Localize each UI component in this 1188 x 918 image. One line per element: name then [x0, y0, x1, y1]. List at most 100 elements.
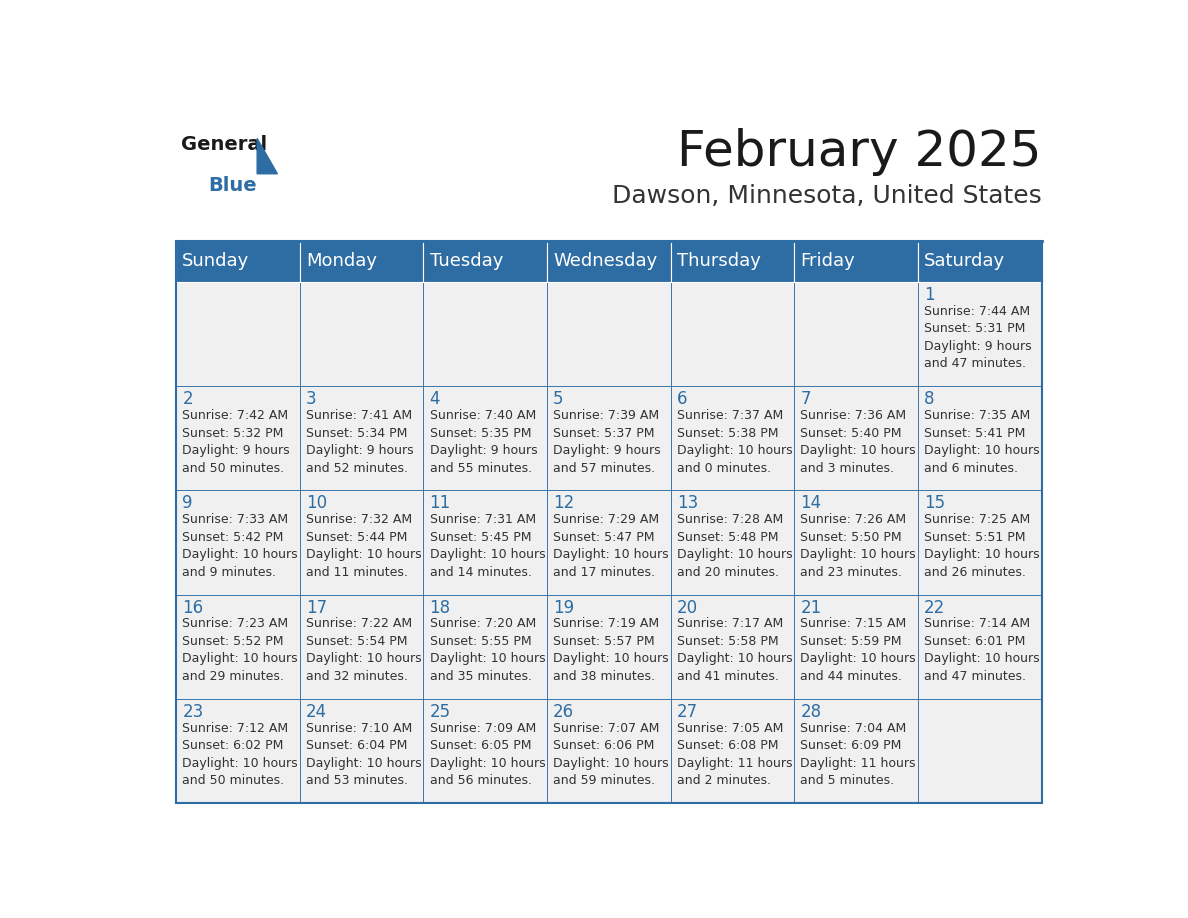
Bar [546, 595, 671, 699]
Bar [918, 490, 1042, 595]
Polygon shape [257, 139, 278, 174]
Bar [918, 282, 1042, 386]
Text: 9: 9 [182, 495, 192, 512]
Bar [671, 386, 795, 490]
Text: Sunrise: 7:20 AM
Sunset: 5:55 PM
Daylight: 10 hours
and 35 minutes.: Sunrise: 7:20 AM Sunset: 5:55 PM Dayligh… [430, 618, 545, 683]
Bar [546, 699, 671, 803]
Bar [795, 699, 918, 803]
Text: Sunrise: 7:32 AM
Sunset: 5:44 PM
Daylight: 10 hours
and 11 minutes.: Sunrise: 7:32 AM Sunset: 5:44 PM Dayligh… [307, 513, 422, 578]
Text: Sunrise: 7:28 AM
Sunset: 5:48 PM
Daylight: 10 hours
and 20 minutes.: Sunrise: 7:28 AM Sunset: 5:48 PM Dayligh… [677, 513, 792, 578]
Text: Wednesday: Wednesday [554, 252, 657, 271]
Bar [795, 241, 918, 282]
Text: 11: 11 [430, 495, 450, 512]
Bar [299, 699, 423, 803]
Text: 16: 16 [182, 599, 203, 617]
Text: Friday: Friday [801, 252, 855, 271]
Text: Sunrise: 7:12 AM
Sunset: 6:02 PM
Daylight: 10 hours
and 50 minutes.: Sunrise: 7:12 AM Sunset: 6:02 PM Dayligh… [182, 722, 298, 787]
Text: Sunrise: 7:05 AM
Sunset: 6:08 PM
Daylight: 11 hours
and 2 minutes.: Sunrise: 7:05 AM Sunset: 6:08 PM Dayligh… [677, 722, 792, 787]
Text: 14: 14 [801, 495, 822, 512]
Bar [918, 241, 1042, 282]
Bar [176, 699, 299, 803]
Text: Sunrise: 7:22 AM
Sunset: 5:54 PM
Daylight: 10 hours
and 32 minutes.: Sunrise: 7:22 AM Sunset: 5:54 PM Dayligh… [307, 618, 422, 683]
Text: Sunrise: 7:41 AM
Sunset: 5:34 PM
Daylight: 9 hours
and 52 minutes.: Sunrise: 7:41 AM Sunset: 5:34 PM Dayligh… [307, 409, 413, 475]
Text: Sunrise: 7:31 AM
Sunset: 5:45 PM
Daylight: 10 hours
and 14 minutes.: Sunrise: 7:31 AM Sunset: 5:45 PM Dayligh… [430, 513, 545, 578]
Bar [918, 595, 1042, 699]
Text: 18: 18 [430, 599, 450, 617]
Text: 22: 22 [924, 599, 946, 617]
Text: Monday: Monday [307, 252, 377, 271]
Text: 13: 13 [677, 495, 699, 512]
Text: 24: 24 [307, 703, 327, 721]
Text: 26: 26 [554, 703, 574, 721]
Text: 21: 21 [801, 599, 822, 617]
Bar [918, 699, 1042, 803]
Text: 2: 2 [182, 390, 192, 409]
Text: Sunrise: 7:36 AM
Sunset: 5:40 PM
Daylight: 10 hours
and 3 minutes.: Sunrise: 7:36 AM Sunset: 5:40 PM Dayligh… [801, 409, 916, 475]
Text: Sunrise: 7:42 AM
Sunset: 5:32 PM
Daylight: 9 hours
and 50 minutes.: Sunrise: 7:42 AM Sunset: 5:32 PM Dayligh… [182, 409, 290, 475]
Bar [176, 241, 1042, 803]
Text: Sunrise: 7:10 AM
Sunset: 6:04 PM
Daylight: 10 hours
and 53 minutes.: Sunrise: 7:10 AM Sunset: 6:04 PM Dayligh… [307, 722, 422, 787]
Bar [671, 490, 795, 595]
Text: Sunrise: 7:14 AM
Sunset: 6:01 PM
Daylight: 10 hours
and 47 minutes.: Sunrise: 7:14 AM Sunset: 6:01 PM Dayligh… [924, 618, 1040, 683]
Bar [299, 595, 423, 699]
Text: Sunrise: 7:19 AM
Sunset: 5:57 PM
Daylight: 10 hours
and 38 minutes.: Sunrise: 7:19 AM Sunset: 5:57 PM Dayligh… [554, 618, 669, 683]
Text: Sunrise: 7:17 AM
Sunset: 5:58 PM
Daylight: 10 hours
and 41 minutes.: Sunrise: 7:17 AM Sunset: 5:58 PM Dayligh… [677, 618, 792, 683]
Bar [671, 241, 795, 282]
Bar [423, 595, 546, 699]
Text: Sunrise: 7:04 AM
Sunset: 6:09 PM
Daylight: 11 hours
and 5 minutes.: Sunrise: 7:04 AM Sunset: 6:09 PM Dayligh… [801, 722, 916, 787]
Bar [423, 699, 546, 803]
Bar [546, 282, 671, 386]
Text: Sunday: Sunday [182, 252, 249, 271]
Text: Tuesday: Tuesday [430, 252, 503, 271]
Bar [795, 595, 918, 699]
Text: 25: 25 [430, 703, 450, 721]
Text: Sunrise: 7:40 AM
Sunset: 5:35 PM
Daylight: 9 hours
and 55 minutes.: Sunrise: 7:40 AM Sunset: 5:35 PM Dayligh… [430, 409, 537, 475]
Text: 20: 20 [677, 599, 699, 617]
Text: 28: 28 [801, 703, 822, 721]
Bar [423, 241, 546, 282]
Text: Sunrise: 7:15 AM
Sunset: 5:59 PM
Daylight: 10 hours
and 44 minutes.: Sunrise: 7:15 AM Sunset: 5:59 PM Dayligh… [801, 618, 916, 683]
Text: 23: 23 [182, 703, 203, 721]
Bar [546, 386, 671, 490]
Bar [546, 490, 671, 595]
Bar [795, 282, 918, 386]
Text: Dawson, Minnesota, United States: Dawson, Minnesota, United States [612, 185, 1042, 208]
Text: Sunrise: 7:26 AM
Sunset: 5:50 PM
Daylight: 10 hours
and 23 minutes.: Sunrise: 7:26 AM Sunset: 5:50 PM Dayligh… [801, 513, 916, 578]
Bar [299, 386, 423, 490]
Bar [423, 490, 546, 595]
Text: Sunrise: 7:23 AM
Sunset: 5:52 PM
Daylight: 10 hours
and 29 minutes.: Sunrise: 7:23 AM Sunset: 5:52 PM Dayligh… [182, 618, 298, 683]
Text: Sunrise: 7:33 AM
Sunset: 5:42 PM
Daylight: 10 hours
and 9 minutes.: Sunrise: 7:33 AM Sunset: 5:42 PM Dayligh… [182, 513, 298, 578]
Text: February 2025: February 2025 [677, 128, 1042, 176]
Bar [176, 595, 299, 699]
Text: Sunrise: 7:07 AM
Sunset: 6:06 PM
Daylight: 10 hours
and 59 minutes.: Sunrise: 7:07 AM Sunset: 6:06 PM Dayligh… [554, 722, 669, 787]
Text: Saturday: Saturday [924, 252, 1005, 271]
Text: 3: 3 [307, 390, 316, 409]
Text: Blue: Blue [208, 176, 257, 195]
Text: Sunrise: 7:29 AM
Sunset: 5:47 PM
Daylight: 10 hours
and 17 minutes.: Sunrise: 7:29 AM Sunset: 5:47 PM Dayligh… [554, 513, 669, 578]
Bar [176, 282, 299, 386]
Text: 4: 4 [430, 390, 440, 409]
Text: Sunrise: 7:37 AM
Sunset: 5:38 PM
Daylight: 10 hours
and 0 minutes.: Sunrise: 7:37 AM Sunset: 5:38 PM Dayligh… [677, 409, 792, 475]
Text: 17: 17 [307, 599, 327, 617]
Bar [795, 386, 918, 490]
Bar [671, 282, 795, 386]
Text: 15: 15 [924, 495, 946, 512]
Text: Sunrise: 7:44 AM
Sunset: 5:31 PM
Daylight: 9 hours
and 47 minutes.: Sunrise: 7:44 AM Sunset: 5:31 PM Dayligh… [924, 305, 1031, 370]
Bar [546, 241, 671, 282]
Text: Thursday: Thursday [677, 252, 760, 271]
Bar [299, 241, 423, 282]
Bar [918, 386, 1042, 490]
Text: 27: 27 [677, 703, 699, 721]
Bar [795, 490, 918, 595]
Text: Sunrise: 7:39 AM
Sunset: 5:37 PM
Daylight: 9 hours
and 57 minutes.: Sunrise: 7:39 AM Sunset: 5:37 PM Dayligh… [554, 409, 661, 475]
Text: Sunrise: 7:25 AM
Sunset: 5:51 PM
Daylight: 10 hours
and 26 minutes.: Sunrise: 7:25 AM Sunset: 5:51 PM Dayligh… [924, 513, 1040, 578]
Text: General: General [181, 135, 267, 154]
Bar [671, 595, 795, 699]
Bar [299, 282, 423, 386]
Text: 8: 8 [924, 390, 935, 409]
Bar [299, 490, 423, 595]
Bar [176, 241, 299, 282]
Bar [176, 490, 299, 595]
Text: Sunrise: 7:35 AM
Sunset: 5:41 PM
Daylight: 10 hours
and 6 minutes.: Sunrise: 7:35 AM Sunset: 5:41 PM Dayligh… [924, 409, 1040, 475]
Text: 5: 5 [554, 390, 564, 409]
